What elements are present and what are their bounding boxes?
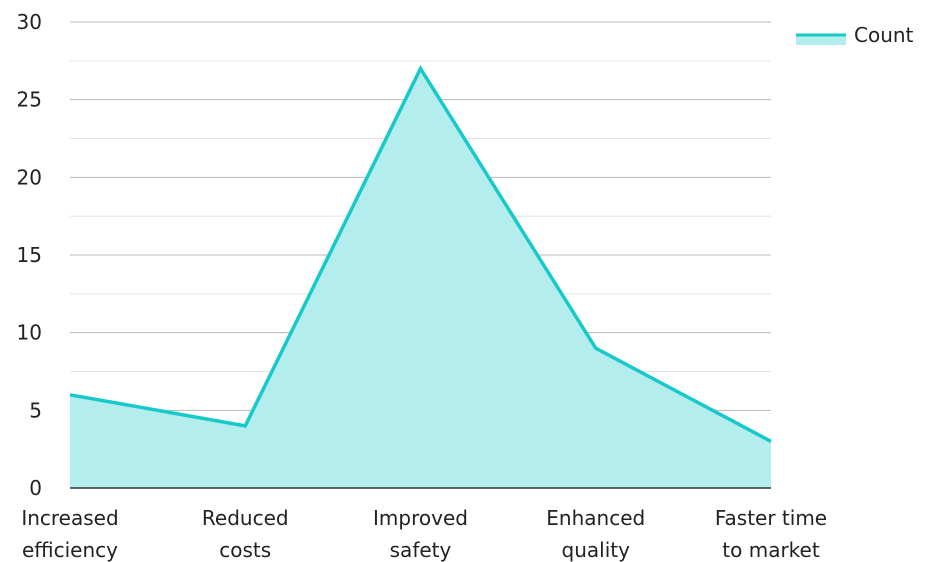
y-tick-label: 10 xyxy=(17,321,42,345)
legend-swatch-fill xyxy=(796,35,846,45)
y-tick-label: 25 xyxy=(17,88,42,112)
x-tick-label: Reduced costs xyxy=(202,506,289,562)
y-tick-label: 5 xyxy=(29,398,42,422)
x-axis-tick-labels: Increased efficiency Reduced costs Improved s… xyxy=(21,506,827,562)
x-tick-label: Increased efficiency xyxy=(21,506,118,562)
area-fill xyxy=(70,68,771,488)
x-tick-label: Faster time to market xyxy=(715,506,827,562)
legend: Count xyxy=(796,23,914,47)
y-axis-tick-labels: 0 5 10 15 20 25 30 xyxy=(17,10,42,500)
y-tick-label: 30 xyxy=(17,10,42,34)
series-area xyxy=(69,65,772,489)
x-tick-label: Improved safety xyxy=(373,506,468,562)
y-tick-label: 0 xyxy=(29,476,42,500)
y-tick-label: 15 xyxy=(17,243,42,267)
y-tick-label: 20 xyxy=(17,165,42,189)
x-tick-label: Enhanced quality xyxy=(546,506,645,562)
legend-label: Count xyxy=(854,23,914,47)
